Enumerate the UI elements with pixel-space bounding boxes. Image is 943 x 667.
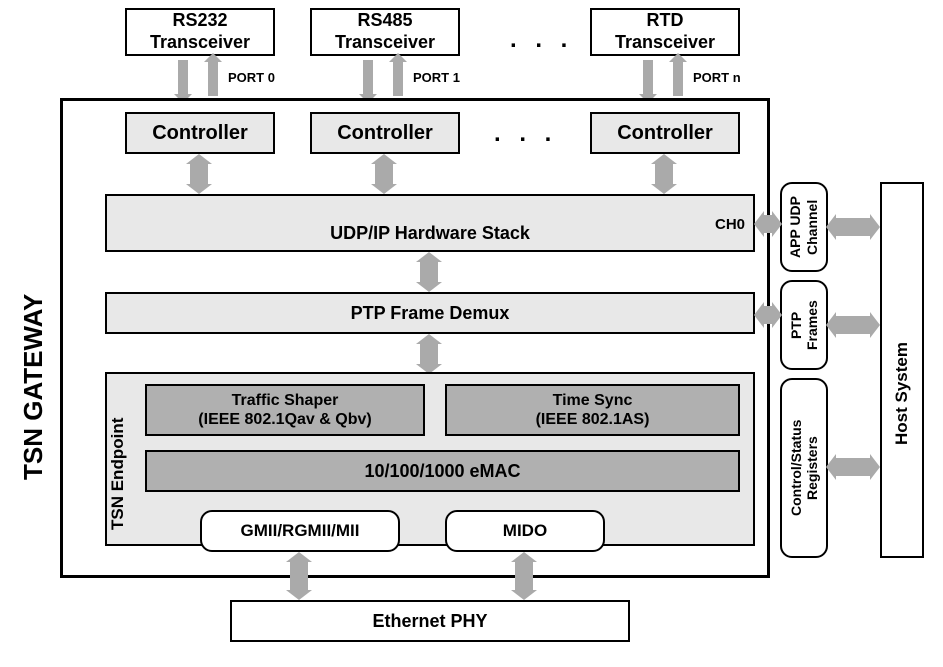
ptp-frames: PTPFrames bbox=[780, 280, 828, 370]
gmii-interface: GMII/RGMII/MII bbox=[200, 510, 400, 552]
line1: RTD bbox=[647, 10, 684, 32]
arrow-portn-up bbox=[673, 60, 683, 96]
line2: Transceiver bbox=[615, 32, 715, 54]
controller-2: Controller bbox=[310, 112, 460, 154]
arrow-ptpframes-host bbox=[834, 316, 872, 334]
controller-1: Controller bbox=[125, 112, 275, 154]
emac: 10/100/1000 eMAC bbox=[145, 450, 740, 492]
rs232-transceiver: RS232 Transceiver bbox=[125, 8, 275, 56]
line1: RS485 bbox=[357, 10, 412, 32]
line1: RS232 bbox=[172, 10, 227, 32]
port0-label: PORT 0 bbox=[228, 70, 275, 85]
arrow-gmii-phy bbox=[290, 560, 308, 592]
tsn-endpoint-label: TSN Endpoint bbox=[108, 390, 128, 530]
arrow-port0-down bbox=[178, 60, 188, 96]
arrow-chn bbox=[655, 162, 673, 186]
arrow-ch0-appudp bbox=[762, 215, 774, 233]
ctrl-status-reg: Control/StatusRegisters bbox=[780, 378, 828, 558]
arrow-ptp-tsn bbox=[420, 342, 438, 366]
arrow-portn-down bbox=[643, 60, 653, 96]
arrow-appudp-host bbox=[834, 218, 872, 236]
udp-label: UDP/IP Hardware Stack bbox=[330, 223, 530, 244]
tsync-line2: (IEEE 802.1AS) bbox=[536, 410, 650, 429]
ethernet-phy: Ethernet PHY bbox=[230, 600, 630, 642]
arrow-port0-up bbox=[208, 60, 218, 96]
portn-label: PORT n bbox=[693, 70, 741, 85]
host-system: Host System bbox=[880, 182, 924, 558]
arrow-mido-phy bbox=[515, 560, 533, 592]
tsync-line1: Time Sync bbox=[553, 391, 633, 410]
app-udp-channel: APP UDPChannel bbox=[780, 182, 828, 272]
ch0-label: CH0 bbox=[715, 216, 745, 233]
arrow-udp-ptp bbox=[420, 260, 438, 284]
ts-line2: (IEEE 802.1Qav & Qbv) bbox=[198, 410, 371, 429]
traffic-shaper: Traffic Shaper (IEEE 802.1Qav & Qbv) bbox=[145, 384, 425, 436]
arrow-port1-up bbox=[393, 60, 403, 96]
controller-n: Controller bbox=[590, 112, 740, 154]
arrow-port1-down bbox=[363, 60, 373, 96]
rs485-transceiver: RS485 Transceiver bbox=[310, 8, 460, 56]
host-label: Host System bbox=[892, 295, 912, 445]
mido-interface: MIDO bbox=[445, 510, 605, 552]
ellipsis-top: . . . bbox=[510, 26, 573, 54]
arrow-ch1 bbox=[190, 162, 208, 186]
ts-line1: Traffic Shaper bbox=[232, 391, 339, 410]
port1-label: PORT 1 bbox=[413, 70, 460, 85]
tsn-gateway-label: TSN GATEWAY bbox=[18, 200, 49, 480]
line2: Transceiver bbox=[150, 32, 250, 54]
arrow-ptp-ptpframes bbox=[762, 306, 774, 324]
time-sync: Time Sync (IEEE 802.1AS) bbox=[445, 384, 740, 436]
arrow-ch2 bbox=[375, 162, 393, 186]
rtd-transceiver: RTD Transceiver bbox=[590, 8, 740, 56]
udp-ip-stack: UDP/IP Hardware Stack bbox=[105, 194, 755, 252]
ellipsis-controllers: . . . bbox=[494, 120, 557, 148]
ptp-demux: PTP Frame Demux bbox=[105, 292, 755, 334]
line2: Transceiver bbox=[335, 32, 435, 54]
arrow-ctrl-host bbox=[834, 458, 872, 476]
